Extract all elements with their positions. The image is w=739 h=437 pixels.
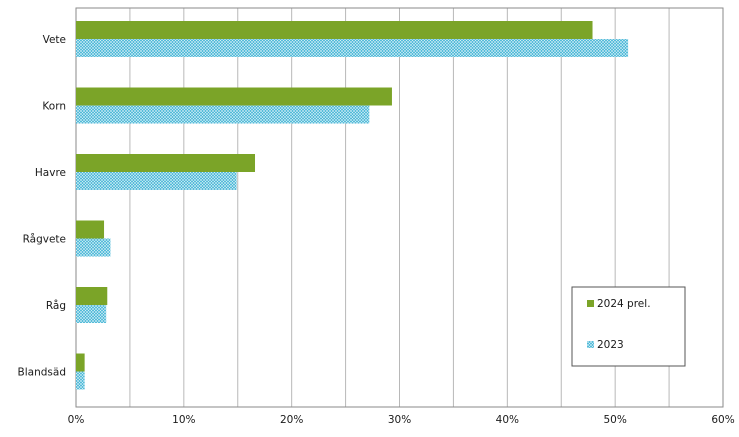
bar-2023-vete bbox=[76, 39, 629, 57]
bar-2024-korn bbox=[76, 87, 392, 106]
bar-2023-korn bbox=[76, 105, 370, 124]
x-tick-label: 0% bbox=[68, 414, 85, 426]
bars bbox=[76, 21, 629, 390]
category-label: Rågvete bbox=[23, 233, 66, 246]
bar-2024-rågvete bbox=[76, 220, 105, 239]
plot-area bbox=[75, 7, 724, 408]
legend-swatch bbox=[587, 341, 594, 348]
legend-label: 2023 bbox=[597, 339, 624, 351]
bar-2024-havre bbox=[76, 154, 256, 172]
x-tick-label: 30% bbox=[388, 414, 411, 426]
bar-2024-råg bbox=[76, 287, 108, 305]
bar-2023-råg bbox=[76, 305, 107, 323]
category-label: Blandsäd bbox=[18, 367, 66, 379]
x-tick-label: 40% bbox=[496, 414, 519, 426]
x-tick-label: 60% bbox=[711, 414, 734, 426]
x-tick-label: 50% bbox=[603, 414, 626, 426]
bar-2023-rågvete bbox=[76, 238, 111, 257]
legend-label: 2024 prel. bbox=[597, 298, 651, 310]
x-tick-labels: 0% 10% 20% 30% 40% 50% 60% bbox=[68, 414, 735, 426]
x-tick-label: 20% bbox=[280, 414, 303, 426]
category-labels: Vete Korn Havre Rågvete Råg Blandsäd bbox=[18, 34, 66, 379]
category-label: Havre bbox=[35, 167, 66, 179]
legend-swatch bbox=[587, 300, 594, 307]
legend: 2024 prel. 2023 bbox=[571, 286, 686, 367]
category-label: Vete bbox=[43, 34, 66, 46]
category-label: Råg bbox=[46, 299, 66, 312]
bar-2023-blandsäd bbox=[76, 371, 85, 390]
category-label: Korn bbox=[42, 101, 66, 113]
bar-2023-havre bbox=[76, 172, 237, 190]
bar-2024-vete bbox=[76, 21, 593, 39]
bar-2024-blandsäd bbox=[76, 353, 85, 372]
x-tick-label: 10% bbox=[172, 414, 195, 426]
